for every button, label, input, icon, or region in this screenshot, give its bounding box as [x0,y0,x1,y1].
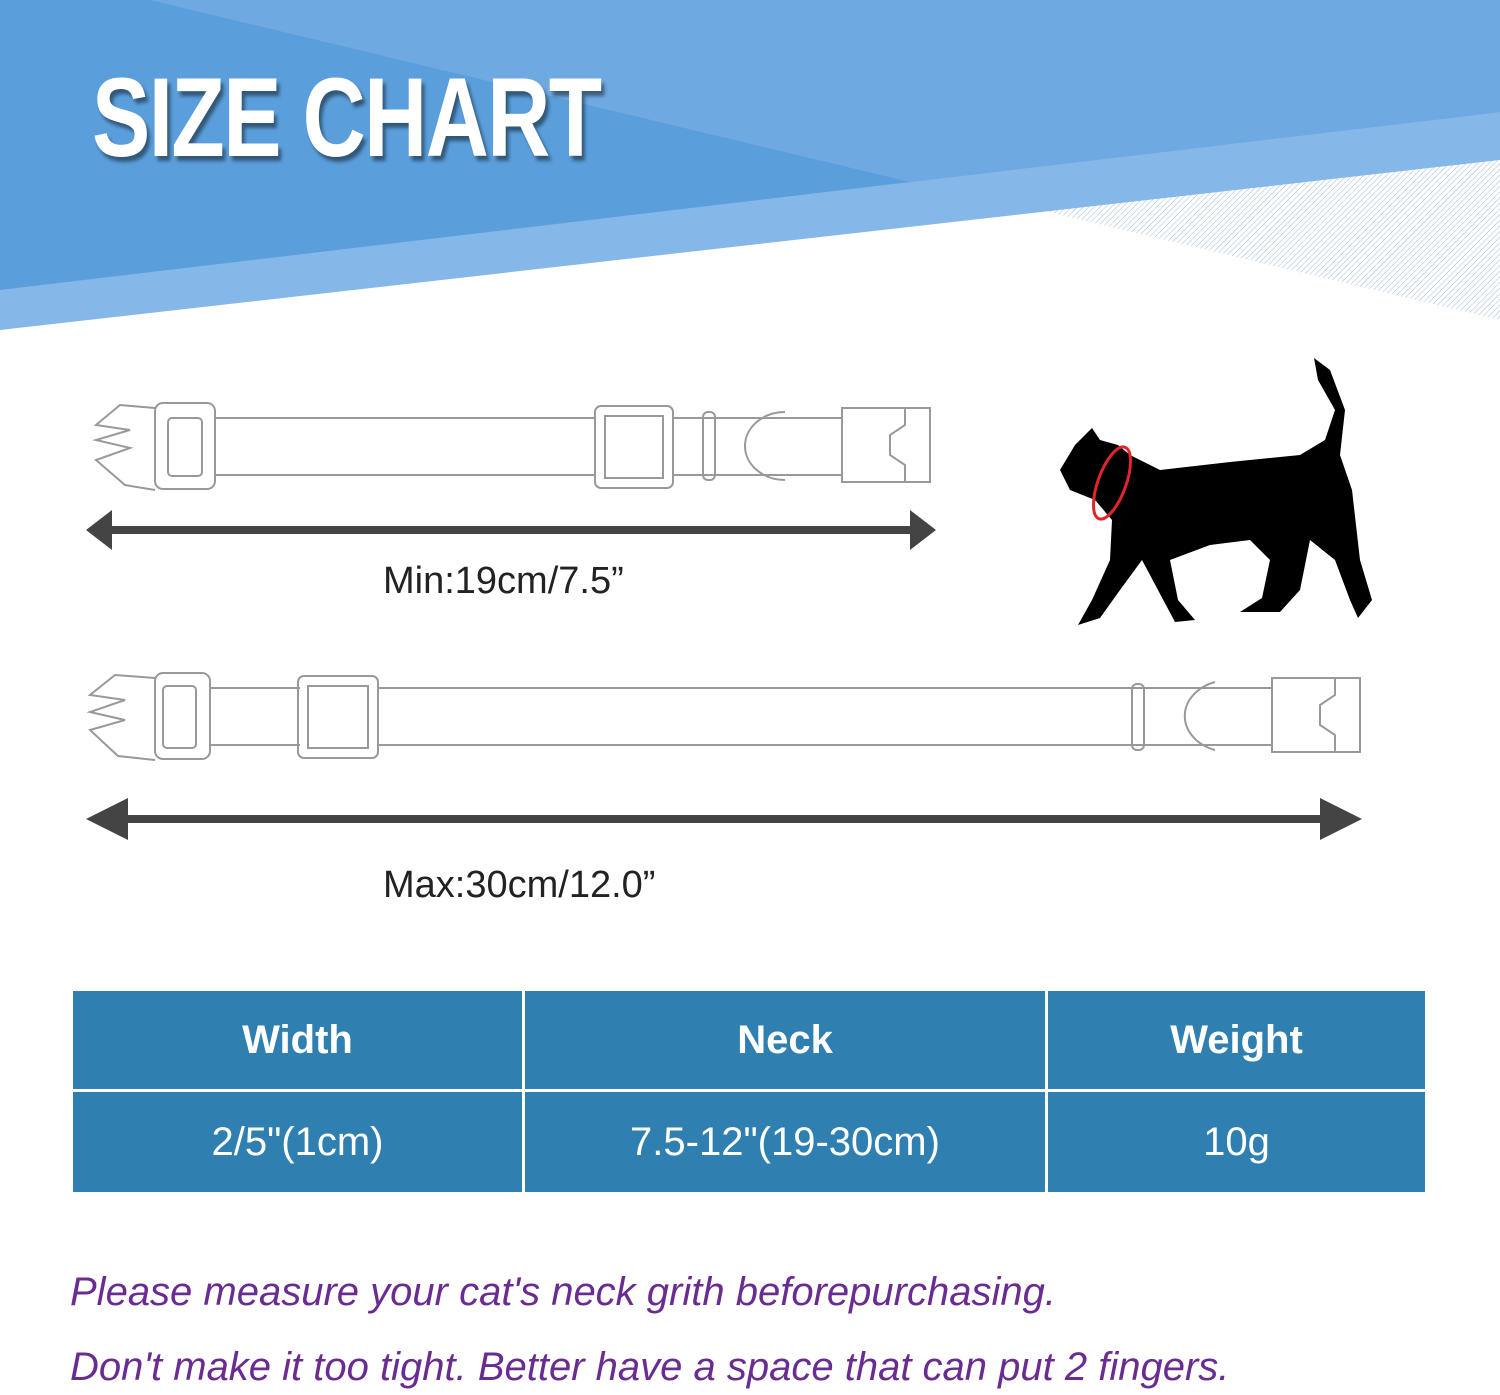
header-width: Width [70,988,525,1092]
page-title: SIZE CHART [92,55,602,180]
collar-min [92,402,931,491]
buckle-male-icon [92,403,156,491]
arrow-max [86,798,1362,840]
d-ring-icon [744,411,786,481]
measure-note: Please measure your cat's neck grith bef… [70,1270,1056,1314]
fit-note: Don't make it too tight. Better have a s… [70,1345,1230,1389]
slider-icon [594,405,674,489]
buckle-female-icon [841,407,931,483]
header-banner [0,0,1500,340]
table-header-row: Width Neck Weight [70,988,1428,1092]
header-neck: Neck [522,988,1048,1092]
cell-width: 2/5"(1cm) [70,1089,525,1195]
collar-max [86,672,1361,761]
header-weight: Weight [1045,988,1428,1092]
collar-diagram [86,358,1372,840]
cat-silhouette-icon [1060,358,1372,625]
min-length-label: Min:19cm/7.5” [383,560,624,602]
cat-collar-icon [1092,445,1132,521]
cell-weight: 10g [1045,1089,1428,1195]
max-length-label: Max:30cm/12.0” [383,864,656,906]
size-table: Width Neck Weight 2/5"(1cm) 7.5-12"(19-3… [70,988,1428,1195]
cell-neck: 7.5-12"(19-30cm) [522,1089,1048,1195]
arrow-min [86,510,936,550]
table-row: 2/5"(1cm) 7.5-12"(19-30cm) 10g [70,1089,1428,1195]
